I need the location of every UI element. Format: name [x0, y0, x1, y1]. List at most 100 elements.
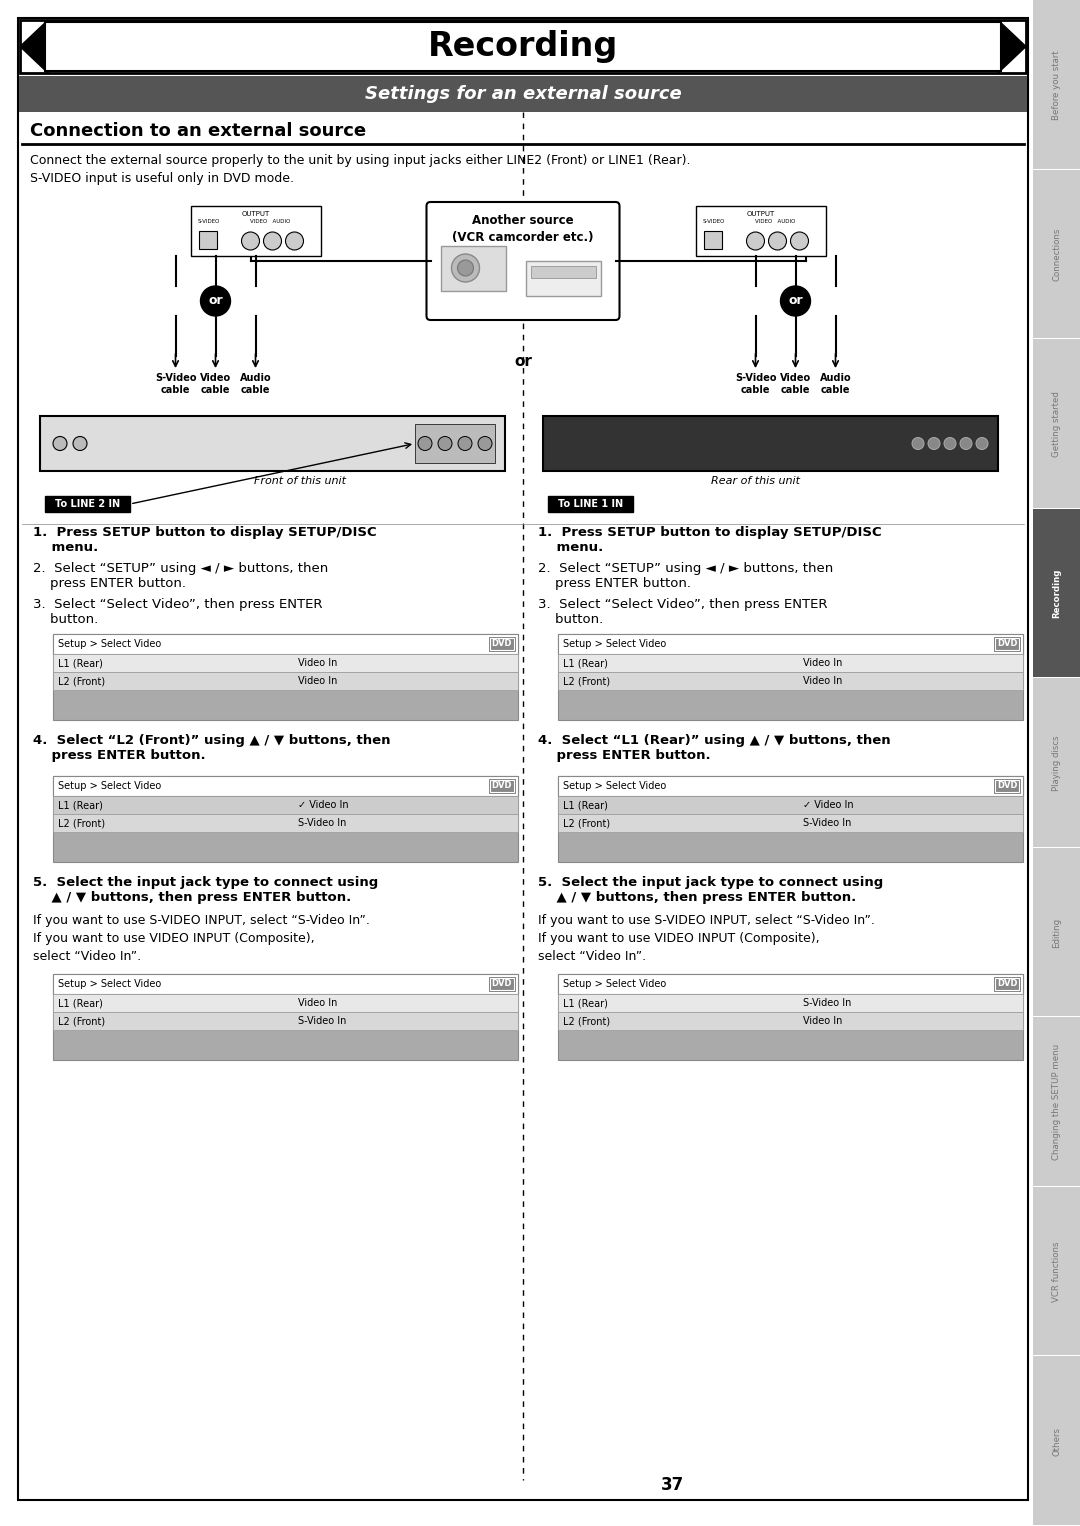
Circle shape — [418, 436, 432, 450]
Text: L1 (Rear): L1 (Rear) — [563, 800, 608, 810]
Text: 5.  Select the input jack type to connect using
    ▲ / ▼ buttons, then press EN: 5. Select the input jack type to connect… — [538, 876, 883, 903]
Bar — [558, 777, 1023, 797]
Bar — [558, 1012, 1023, 1030]
Text: Others: Others — [1052, 1427, 1061, 1456]
Text: OUTPUT: OUTPUT — [746, 211, 774, 217]
Bar — [53, 633, 518, 720]
Text: Video In: Video In — [298, 676, 337, 687]
Bar — [994, 977, 1020, 990]
Bar — [994, 636, 1020, 652]
Bar — [53, 671, 518, 690]
Text: 4.  Select “L1 (Rear)” using ▲ / ▼ buttons, then
    press ENTER button.: 4. Select “L1 (Rear)” using ▲ / ▼ button… — [538, 734, 891, 761]
Bar — [490, 780, 514, 792]
Text: L2 (Front): L2 (Front) — [563, 1016, 610, 1025]
Text: 2.  Select “SETUP” using ◄ / ► buttons, then
    press ENTER button.: 2. Select “SETUP” using ◄ / ► buttons, t… — [33, 562, 328, 591]
Bar — [1032, 169, 1080, 339]
Text: L2 (Front): L2 (Front) — [563, 818, 610, 829]
Bar — [53, 974, 518, 1061]
Text: Video In: Video In — [298, 998, 337, 1009]
Circle shape — [201, 285, 230, 316]
Text: L2 (Front): L2 (Front) — [58, 818, 105, 829]
Circle shape — [781, 285, 810, 316]
Text: Recording: Recording — [1052, 569, 1061, 618]
Text: Video
cable: Video cable — [200, 372, 231, 395]
Text: To LINE 2 IN: To LINE 2 IN — [55, 499, 120, 510]
Text: Connections: Connections — [1052, 227, 1061, 281]
Text: 3.  Select “Select Video”, then press ENTER
    button.: 3. Select “Select Video”, then press ENT… — [33, 598, 323, 626]
Text: Setup > Select Video: Setup > Select Video — [58, 639, 161, 649]
Circle shape — [438, 436, 453, 450]
Bar — [415, 424, 495, 462]
Bar — [21, 20, 1026, 73]
Text: DVD: DVD — [491, 980, 512, 989]
Bar — [558, 797, 1023, 813]
Bar — [40, 417, 505, 472]
Circle shape — [53, 436, 67, 450]
Bar — [558, 974, 1023, 1061]
Bar — [1032, 0, 1080, 168]
Text: Another source
(VCR camcorder etc.): Another source (VCR camcorder etc.) — [453, 214, 594, 244]
Text: Front of this unit: Front of this unit — [255, 476, 347, 485]
Bar — [45, 496, 130, 513]
Bar — [53, 633, 518, 655]
Bar — [489, 778, 515, 794]
Bar — [441, 246, 505, 291]
Circle shape — [944, 438, 956, 450]
Text: Playing discs: Playing discs — [1052, 736, 1061, 790]
Text: If you want to use S-VIDEO INPUT, select “S-Video In”.: If you want to use S-VIDEO INPUT, select… — [538, 914, 875, 926]
Bar — [558, 633, 1023, 655]
Bar — [490, 638, 514, 650]
Bar — [1032, 1187, 1080, 1355]
Bar — [53, 813, 518, 832]
Text: S-Video
cable: S-Video cable — [154, 372, 197, 395]
Text: DVD: DVD — [997, 639, 1017, 649]
Text: L1 (Rear): L1 (Rear) — [58, 800, 103, 810]
Text: L2 (Front): L2 (Front) — [58, 676, 105, 687]
Circle shape — [928, 438, 940, 450]
Text: Video In: Video In — [298, 658, 337, 668]
Bar — [1032, 508, 1080, 678]
Text: If you want to use VIDEO INPUT (Composite),: If you want to use VIDEO INPUT (Composit… — [33, 932, 314, 945]
Text: 3.  Select “Select Video”, then press ENTER
    button.: 3. Select “Select Video”, then press ENT… — [538, 598, 827, 626]
Text: L2 (Front): L2 (Front) — [563, 676, 610, 687]
Text: Video In: Video In — [802, 1016, 842, 1025]
Text: S-VIDEO: S-VIDEO — [702, 220, 725, 224]
Circle shape — [242, 232, 259, 250]
Bar — [1032, 678, 1080, 847]
Circle shape — [960, 438, 972, 450]
Bar — [53, 993, 518, 1012]
Bar — [995, 638, 1020, 650]
Text: Recording: Recording — [428, 31, 618, 63]
Bar — [558, 655, 1023, 671]
Text: Getting started: Getting started — [1052, 391, 1061, 456]
Text: or: or — [208, 295, 222, 308]
Text: select “Video In”.: select “Video In”. — [33, 951, 141, 963]
Text: 5.  Select the input jack type to connect using
    ▲ / ▼ buttons, then press EN: 5. Select the input jack type to connect… — [33, 876, 378, 903]
Bar — [530, 266, 595, 278]
Circle shape — [746, 232, 765, 250]
Bar — [558, 777, 1023, 862]
Text: Setup > Select Video: Setup > Select Video — [563, 639, 666, 649]
Text: Setup > Select Video: Setup > Select Video — [563, 980, 666, 989]
Circle shape — [912, 438, 924, 450]
Text: 1.  Press SETUP button to display SETUP/DISC
    menu.: 1. Press SETUP button to display SETUP/D… — [33, 526, 377, 554]
Bar — [558, 974, 1023, 993]
Text: L1 (Rear): L1 (Rear) — [563, 998, 608, 1009]
Bar — [1032, 1357, 1080, 1524]
Bar — [1032, 339, 1080, 508]
Circle shape — [791, 232, 809, 250]
Text: ✓ Video In: ✓ Video In — [802, 800, 853, 810]
Text: Setup > Select Video: Setup > Select Video — [563, 781, 666, 790]
Text: Video
cable: Video cable — [780, 372, 811, 395]
Text: S-VIDEO: S-VIDEO — [198, 220, 219, 224]
Text: Before you start: Before you start — [1052, 50, 1061, 119]
Bar — [53, 655, 518, 671]
Text: OUTPUT: OUTPUT — [241, 211, 270, 217]
Bar — [489, 977, 515, 990]
Text: Settings for an external source: Settings for an external source — [365, 85, 681, 102]
Text: VIDEO   AUDIO: VIDEO AUDIO — [755, 220, 796, 224]
Text: L2 (Front): L2 (Front) — [58, 1016, 105, 1025]
Text: Audio
cable: Audio cable — [240, 372, 271, 395]
Bar — [703, 230, 721, 249]
Bar — [1032, 848, 1080, 1016]
